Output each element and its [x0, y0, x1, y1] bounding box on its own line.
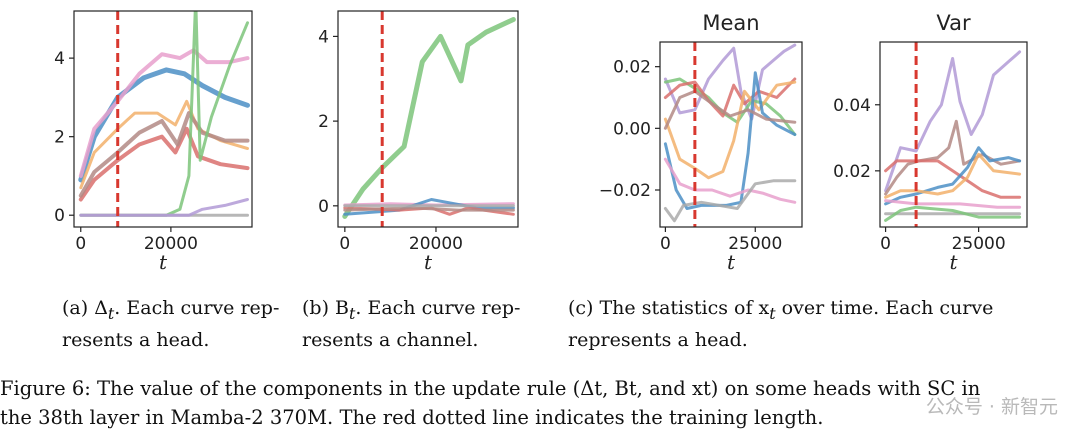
caption-c: (c) The statistics of xt over time. Each… [568, 297, 994, 351]
delta-xlabel: t [159, 250, 168, 274]
mean-xtick-label: 25000 [728, 234, 782, 254]
b-ytick-label: 4 [318, 27, 329, 47]
caption-b: (b) Bt. Each curve rep- resents a channe… [302, 297, 521, 351]
mean-ytick-label: 0.02 [613, 58, 651, 78]
mean-series-2 [663, 77, 797, 118]
figure-caption: Figure 6: The value of the components in… [0, 374, 1080, 432]
panel-b: 0 20000 0 2 4 t [318, 10, 519, 274]
delta-xtick-label: 20000 [144, 234, 198, 254]
delta-series-5 [79, 11, 249, 217]
var-series-5 [884, 199, 1022, 209]
figure-caption-line2: the 38th layer in Mamba-2 370M. The red … [0, 406, 824, 429]
var-series-2 [884, 159, 1022, 199]
mean-ytick-label: 0.00 [613, 119, 651, 139]
delta-series-7 [79, 198, 249, 217]
var-ytick-label: 0.04 [833, 96, 871, 116]
b-xtick-label: 0 [339, 234, 350, 254]
figure-panels: 0 20000 0 2 4 t 0 20000 0 2 4 t 0 25000 −0.02 0.00 0.0… [54, 10, 1028, 274]
var-series-7 [884, 205, 1022, 222]
delta-series-3 [78, 111, 250, 198]
delta-axes-frame [73, 10, 253, 228]
mean-ytick-label: −0.02 [599, 181, 651, 201]
var-xtick-label: 25000 [952, 234, 1006, 254]
delta-ytick-label: 0 [54, 206, 65, 226]
var-series-4 [884, 152, 1022, 199]
panel-delta: 0 20000 0 2 4 t [54, 10, 253, 274]
b-ytick-label: 0 [318, 197, 329, 217]
delta-series-4 [78, 48, 250, 178]
panel-mean: 0 25000 −0.02 0.00 0.02 t Mean [599, 11, 803, 274]
var-xlabel: t [949, 250, 958, 274]
var-ytick-label: 0.02 [833, 162, 871, 182]
b-series-0 [342, 17, 516, 219]
delta-ytick-label: 4 [54, 49, 65, 69]
var-series-3 [884, 146, 1022, 206]
mean-title: Mean [702, 11, 759, 35]
mean-series-0 [663, 43, 797, 121]
delta-xtick-label: 0 [75, 234, 86, 254]
watermark: 公众号 · 新智元 [925, 396, 1058, 418]
mean-series-7 [663, 89, 797, 130]
caption-a: (a) Δt. Each curve rep- resents a head. [62, 297, 280, 351]
var-axes-frame [879, 41, 1028, 228]
var-xtick-label: 0 [880, 234, 891, 254]
b-axes-frame [337, 10, 519, 228]
b-ytick-label: 2 [318, 112, 329, 132]
delta-series-0 [78, 67, 250, 183]
mean-axes-frame [659, 41, 803, 228]
mean-series-6 [663, 179, 797, 223]
mean-xlabel: t [727, 250, 736, 274]
var-title: Var [936, 11, 971, 35]
panel-var: 0 25000 0.02 0.04 t Var [833, 11, 1028, 274]
mean-series-3 [663, 80, 797, 180]
mean-series-5 [663, 157, 797, 204]
b-series-4 [343, 206, 515, 212]
figure-caption-line1: Figure 6: The value of the components in… [0, 377, 981, 400]
var-series-0 [884, 50, 1022, 193]
mean-xtick-label: 0 [660, 234, 671, 254]
delta-ytick-label: 2 [54, 128, 65, 148]
b-xtick-label: 20000 [409, 234, 463, 254]
b-xlabel: t [424, 250, 433, 274]
delta-series-2 [78, 126, 250, 202]
